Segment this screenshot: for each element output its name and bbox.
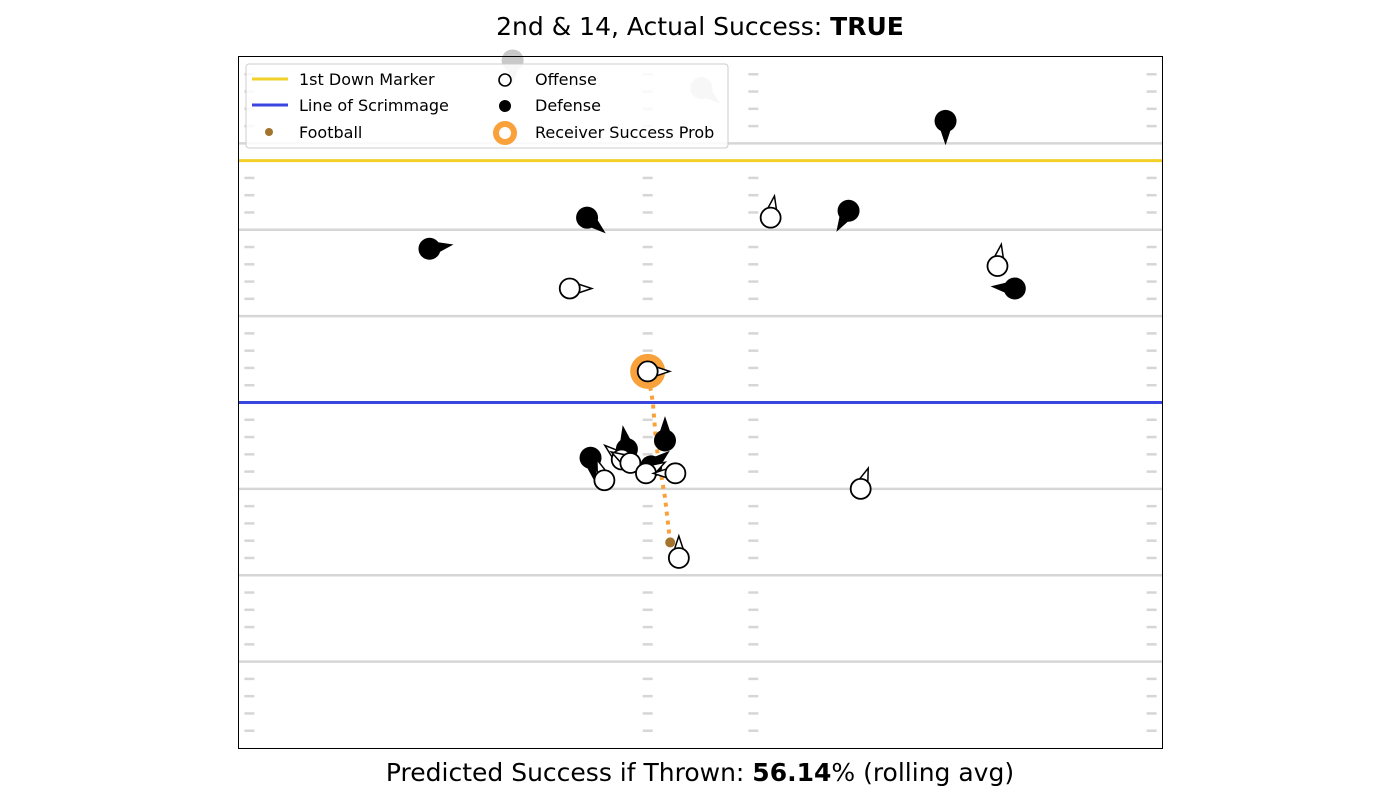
legend-label-defense: Defense	[535, 96, 601, 115]
plot-frame	[238, 56, 1163, 749]
offense-player	[664, 462, 687, 485]
marker-lines	[239, 159, 1162, 404]
ball-path	[645, 371, 673, 543]
chart-footer: Predicted Success if Thrown: 56.14% (rol…	[0, 758, 1400, 787]
defense-player	[654, 429, 676, 452]
legend-box	[245, 63, 729, 149]
footer-prefix: Predicted Success if Thrown:	[385, 758, 753, 787]
title-value: TRUE	[830, 12, 904, 41]
offense-player	[619, 452, 642, 474]
offense-player	[667, 547, 690, 569]
footer-suffix: % (rolling avg)	[831, 758, 1015, 787]
defense-player	[579, 446, 602, 469]
defense-player	[934, 109, 957, 132]
legend: 1st Down Marker Line of Scrimmage Footba…	[245, 63, 729, 149]
ball-path-layer	[645, 371, 673, 543]
football	[665, 537, 676, 548]
legend-swatch-football	[265, 128, 273, 136]
legend-swatch-success-core	[501, 129, 509, 137]
chart-title: 2nd & 14, Actual Success: TRUE	[0, 12, 1400, 41]
legend-swatch-defense	[499, 100, 511, 112]
offense-player	[986, 255, 1009, 277]
title-prefix: 2nd & 14, Actual Success:	[496, 12, 831, 41]
defense-player	[837, 199, 860, 222]
legend-swatch-success-ring	[493, 121, 517, 145]
offense-player	[849, 477, 872, 500]
defense-player	[576, 206, 599, 229]
offense-player	[636, 360, 659, 383]
defense-player	[1003, 277, 1026, 300]
legend-label-football: Football	[299, 123, 362, 142]
legend-label-scrimmage: Line of Scrimmage	[299, 96, 449, 115]
legend-label-success: Receiver Success Prob	[535, 123, 714, 142]
legend-label-first-down: 1st Down Marker	[299, 70, 435, 89]
defense-player	[418, 237, 441, 260]
footer-value: 56.14	[752, 758, 832, 787]
offense-player	[759, 206, 782, 229]
legend-label-offense: Offense	[535, 70, 597, 89]
offense-player	[558, 277, 581, 300]
legend-swatch-offense	[498, 73, 512, 87]
offense-player	[593, 469, 616, 492]
